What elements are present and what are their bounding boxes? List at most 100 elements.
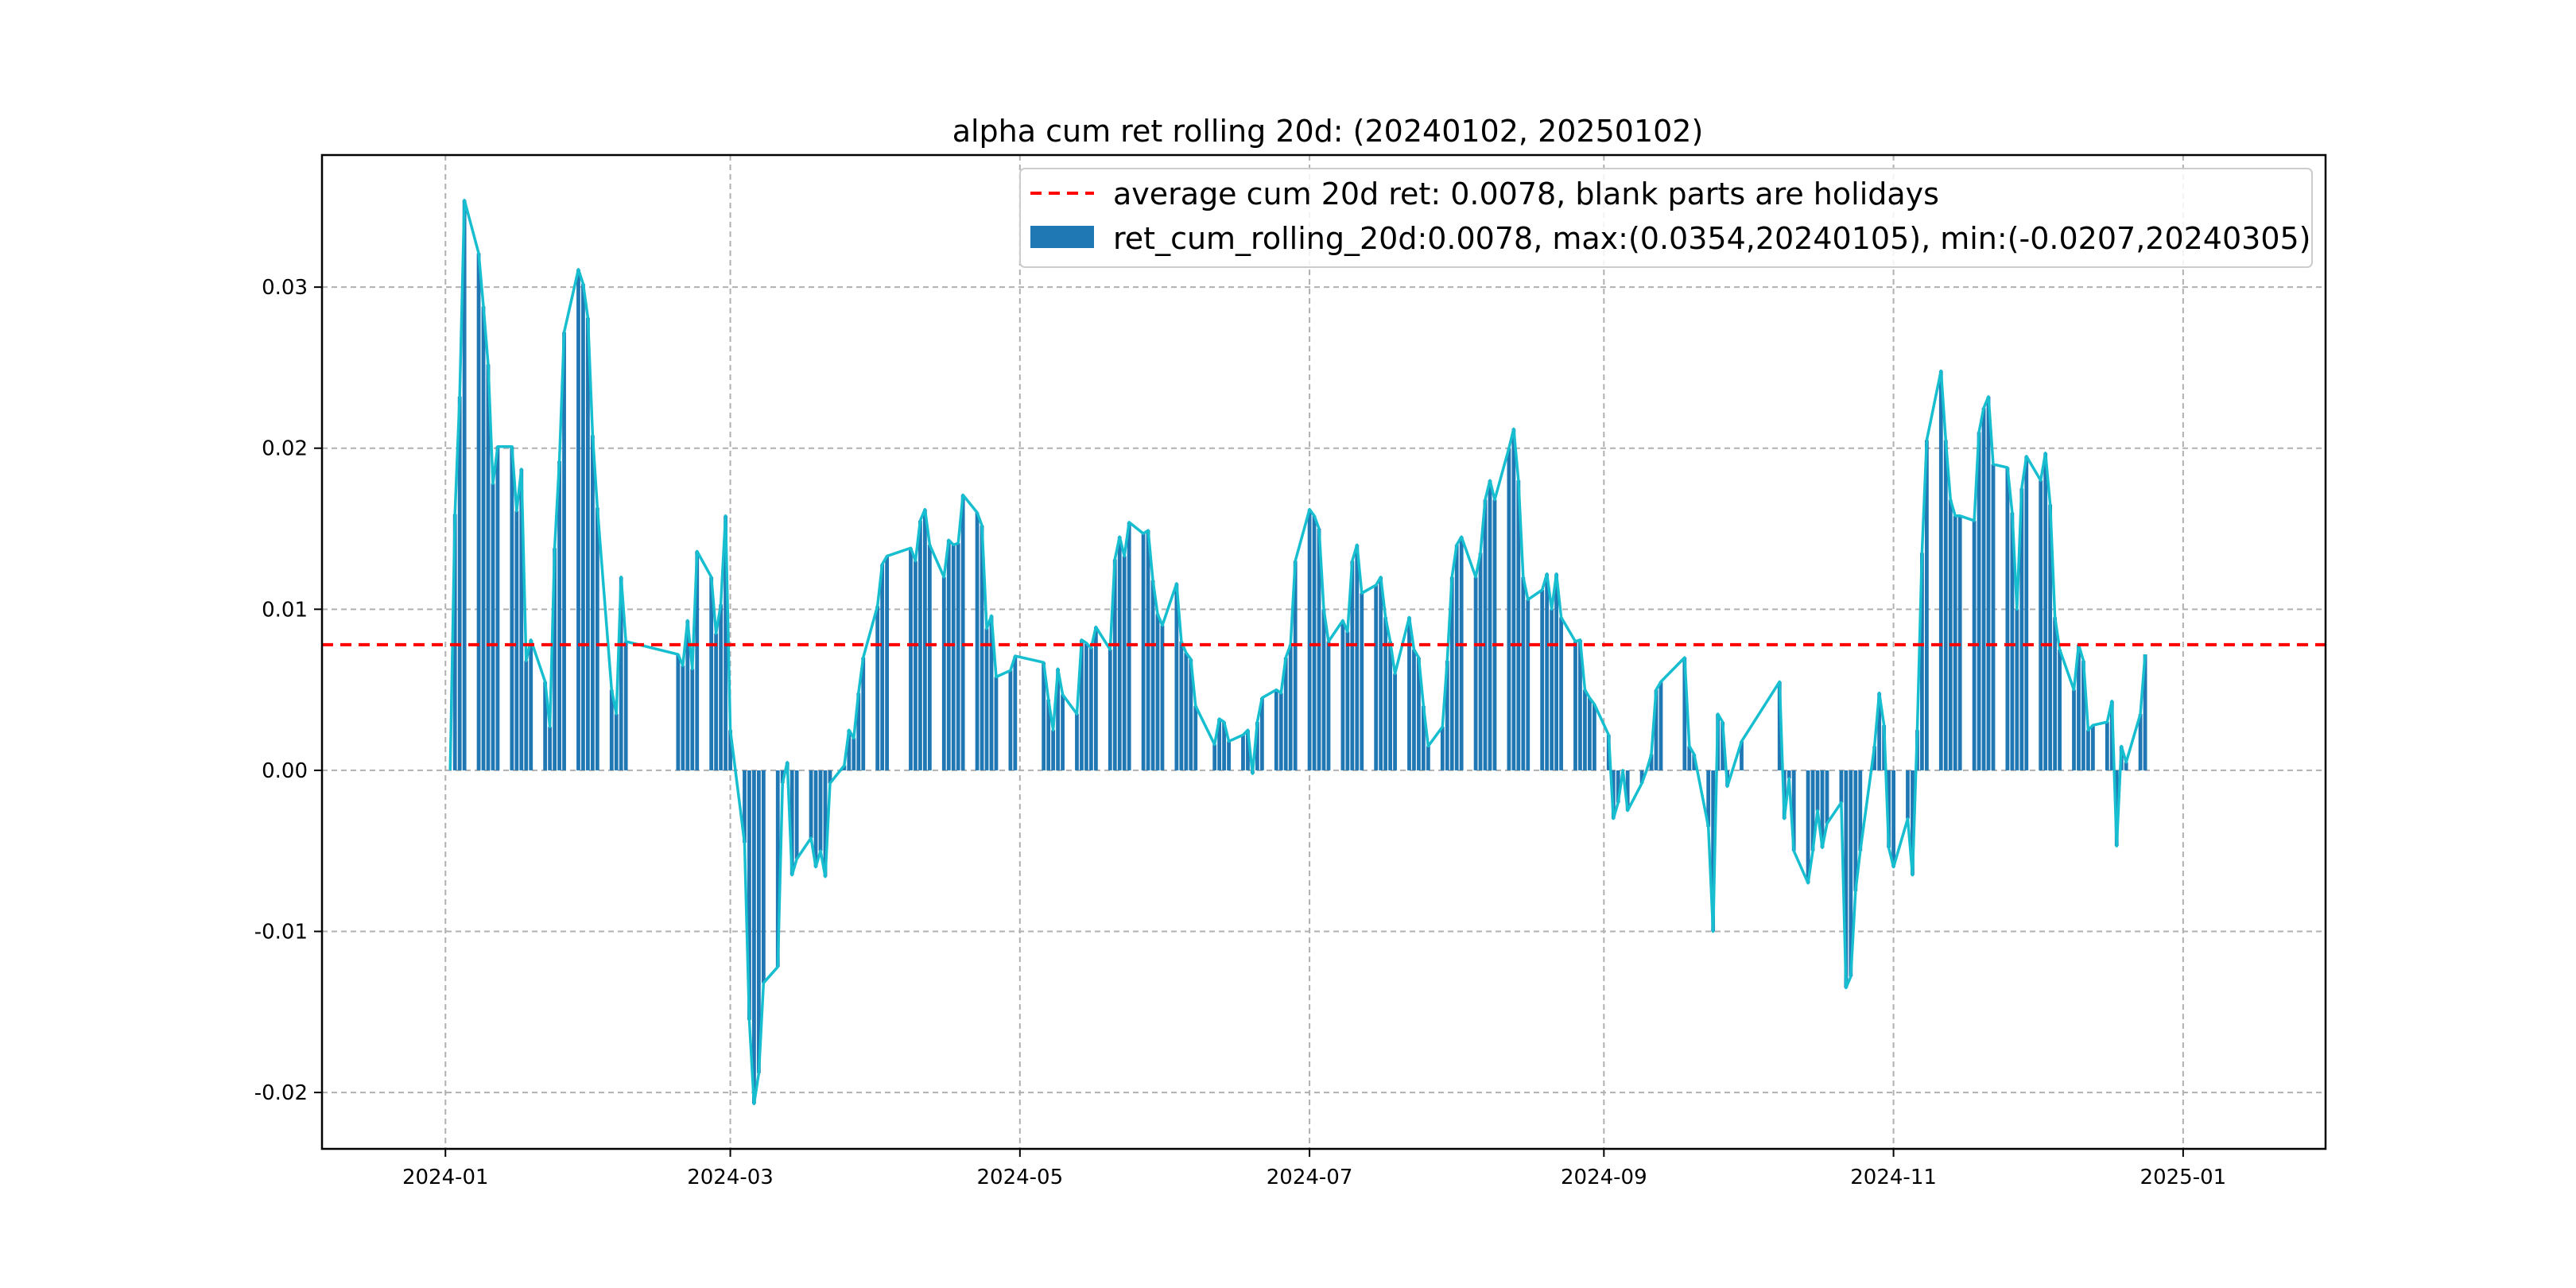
bar (452, 514, 457, 770)
line-layer (448, 198, 2147, 1106)
bar (1075, 714, 1079, 770)
bar (941, 576, 946, 770)
bar (989, 615, 994, 770)
bar (1417, 658, 1421, 770)
bar (1507, 448, 1511, 770)
bar (2124, 762, 2128, 770)
bar (1877, 692, 1882, 770)
bar (529, 639, 533, 770)
bar (714, 633, 719, 770)
bar (856, 692, 861, 770)
x-tick-label: 2024-09 (1561, 1166, 1647, 1189)
bar (813, 770, 818, 867)
bar (847, 730, 852, 770)
bar (486, 364, 491, 770)
legend-average-label: average cum 20d ret: 0.0078, blank parts… (1113, 177, 1939, 211)
bar (553, 548, 557, 770)
bar (775, 770, 780, 968)
bar (1056, 669, 1060, 770)
bar (923, 509, 927, 770)
y-tick-label: -0.01 (254, 920, 308, 944)
bar (1255, 722, 1259, 770)
bar (1721, 722, 1724, 770)
bar (690, 669, 695, 770)
bar (1806, 770, 1810, 883)
bar (1259, 697, 1264, 770)
bar (1013, 656, 1018, 770)
bar (1981, 408, 1986, 770)
bar (2138, 714, 2143, 770)
bar (1227, 741, 1231, 770)
bar (2053, 617, 2058, 770)
bar (914, 561, 918, 770)
bar (1042, 662, 1046, 770)
bar (2058, 649, 2062, 770)
legend: average cum 20d ret: 0.0078, blank parts… (1019, 168, 2313, 268)
bar (1422, 705, 1426, 770)
bar (576, 269, 580, 770)
bar (1906, 770, 1910, 819)
bar (1080, 639, 1084, 770)
legend-bar-label: ret_cum_rolling_20d:0.0078, max:(0.0354,… (1113, 221, 2311, 256)
bar (1986, 396, 1991, 770)
bar (481, 306, 486, 770)
bar (514, 510, 519, 770)
bar (2019, 488, 2024, 770)
bar (1222, 722, 1226, 770)
bar (852, 738, 856, 770)
bar (1454, 545, 1459, 770)
bar (1787, 770, 1791, 779)
bar (676, 654, 681, 770)
bar (1046, 699, 1051, 770)
bar (2015, 609, 2019, 770)
bar (1383, 617, 1388, 770)
bar (1483, 499, 1488, 770)
bar (709, 576, 714, 770)
bar (1616, 770, 1620, 803)
bar (1658, 681, 1663, 770)
bar (1687, 746, 1692, 770)
x-tick-label: 2024-03 (687, 1166, 774, 1189)
bar (2072, 689, 2076, 770)
bar (2091, 725, 2095, 770)
bar (1887, 770, 1891, 848)
bar (823, 770, 828, 877)
bar (1526, 599, 1530, 770)
y-tick-label: -0.02 (254, 1081, 308, 1105)
bar (1977, 432, 1981, 770)
bar (719, 604, 723, 770)
bar (1583, 689, 1587, 770)
y-tick-label: 0.03 (262, 276, 308, 300)
bar (1654, 689, 1658, 770)
bar (994, 677, 999, 770)
bar (1393, 673, 1397, 770)
bar (1288, 644, 1293, 770)
bar (586, 317, 590, 770)
bar (1241, 735, 1245, 770)
bar (1449, 576, 1454, 770)
bar (1278, 692, 1283, 770)
bar (1459, 537, 1464, 770)
bar (1084, 642, 1088, 770)
bar (780, 770, 785, 784)
bar (960, 495, 965, 770)
bar (728, 730, 732, 770)
bar (476, 253, 481, 770)
bar (1426, 746, 1430, 770)
bar (1212, 744, 1217, 770)
bar (951, 545, 956, 770)
bar (1407, 617, 1411, 770)
bar (681, 665, 685, 770)
bar (1948, 499, 1953, 770)
bar (828, 770, 832, 784)
bar (789, 770, 794, 875)
bar (1559, 617, 1563, 770)
bar (1008, 670, 1013, 770)
bar (2039, 480, 2043, 770)
bar (1321, 609, 1326, 770)
bar (757, 770, 761, 1073)
bar (1920, 553, 1924, 770)
bar (2010, 512, 2015, 770)
bar (1122, 556, 1127, 770)
chart-title: alpha cum ret rolling 20d: (20240102, 20… (952, 114, 1704, 149)
